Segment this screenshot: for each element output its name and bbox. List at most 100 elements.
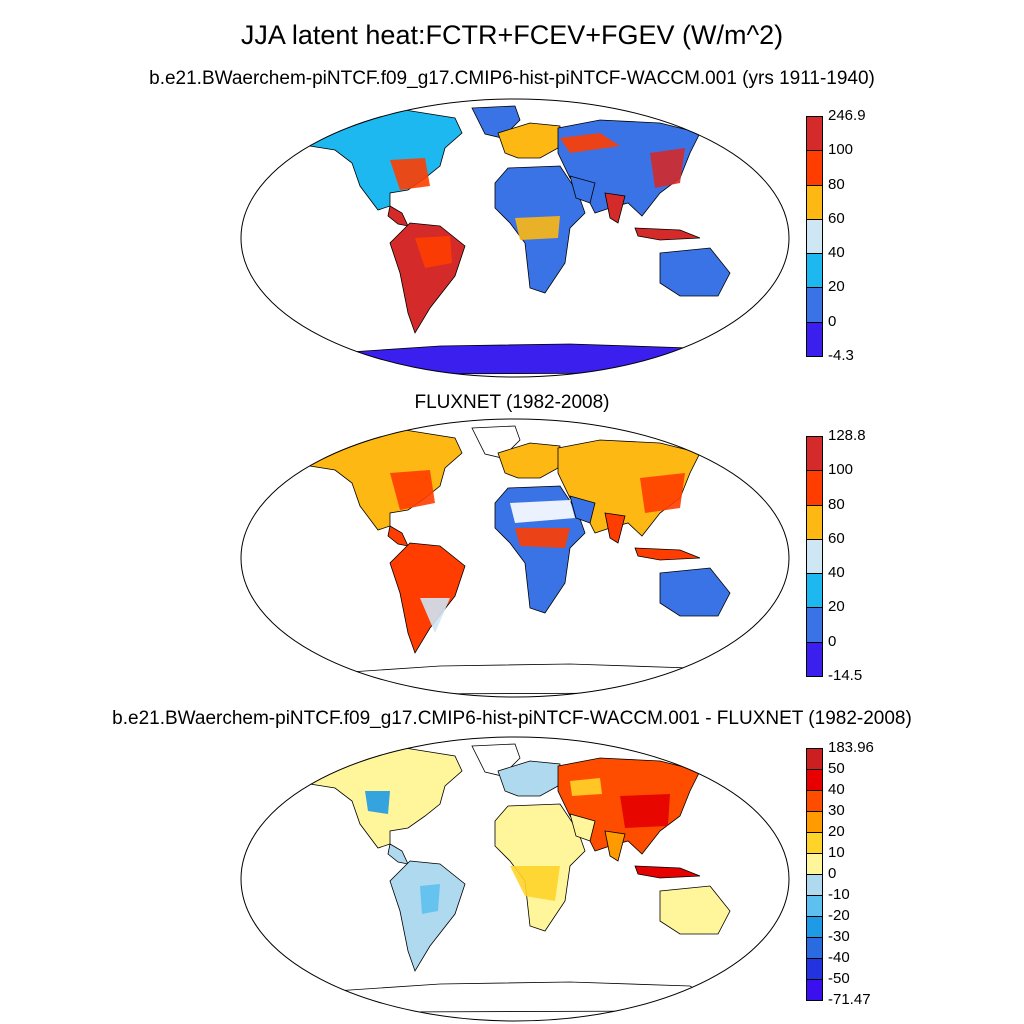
colorbar-label: 40 [828, 564, 845, 582]
colorbar-label: -20 [828, 907, 850, 924]
colorbar-swatch [806, 790, 823, 812]
field-region-4 [560, 133, 620, 153]
arabia-landmass [569, 813, 596, 842]
colorbar-swatch [806, 895, 823, 917]
colorbar-swatch [806, 116, 823, 152]
map-boundary [240, 98, 790, 378]
colorbar-swatch [806, 958, 823, 980]
colorbar-swatch [806, 641, 823, 677]
colorbar-label: -4.3 [828, 347, 854, 364]
panel-3-title: b.e21.BWaerchem-piNTCF.f09_g17.CMIP6-his… [112, 708, 912, 729]
colorbar-label: -71.47 [828, 991, 871, 1008]
field-region-0 [390, 470, 435, 510]
field-region-3 [640, 473, 685, 513]
map-svg [240, 98, 790, 378]
colorbar-label: 60 [828, 529, 845, 547]
colorbar-label: 0 [828, 865, 837, 882]
colorbar-label: 80 [828, 495, 845, 513]
colorbar-swatch [806, 150, 823, 186]
colorbar-label: 20 [828, 598, 845, 616]
colorbar-swatch [806, 184, 823, 220]
colorbar-label: 100 [828, 141, 854, 159]
field-region-3 [650, 148, 685, 188]
australia-landmass [659, 247, 731, 297]
colorbar-label: -30 [828, 928, 850, 945]
europe-landmass [497, 442, 561, 479]
colorbar-label: 128.8 [828, 427, 866, 444]
indonesia-landmass [634, 547, 701, 561]
colorbar-swatch [806, 937, 823, 959]
south-america-landmass [389, 860, 466, 972]
colorbar-label: -40 [828, 949, 850, 966]
colorbar-swatch [806, 573, 823, 609]
colorbar-label: 60 [828, 209, 845, 227]
panel-2-title: FLUXNET (1982-2008) [414, 392, 610, 413]
europe-landmass [497, 760, 561, 797]
colorbar-swatch [806, 874, 823, 896]
colorbar-label: -50 [828, 970, 850, 987]
field-region-0 [510, 866, 560, 901]
main-title: JJA latent heat:FCTR+FCEV+FGEV (W/m^2) [240, 20, 784, 50]
colorbar-label: 40 [828, 244, 845, 262]
colorbar-swatch [806, 287, 823, 323]
colorbar-swatch [806, 832, 823, 854]
colorbar-label: 0 [828, 312, 837, 330]
colorbar-swatch [806, 607, 823, 643]
colorbar-swatch [806, 748, 823, 770]
antarctica-landmass [329, 343, 712, 375]
india-landmass [604, 830, 626, 862]
colorbar-swatch [806, 979, 823, 1001]
field-region-3 [420, 884, 440, 914]
colorbar-label: -14.5 [828, 667, 863, 684]
colorbar-label: 30 [828, 802, 845, 819]
field-region-0 [415, 236, 452, 268]
north-america-landmass [301, 429, 463, 531]
map-svg [240, 736, 790, 1022]
panel-2-map [240, 418, 790, 698]
field-region-2 [515, 528, 570, 548]
field-region-1 [510, 500, 575, 523]
colorbar-swatch [806, 218, 823, 255]
indonesia-landmass [634, 227, 701, 241]
colorbar-swatch [806, 538, 823, 575]
field-region-1 [365, 791, 390, 814]
antarctica-landmass [329, 981, 712, 1013]
india-landmass [604, 192, 626, 224]
colorbar-swatch [806, 321, 823, 357]
field-region-1 [390, 158, 430, 190]
central-america-landmass [387, 843, 409, 865]
north-america-landmass [301, 109, 463, 211]
india-landmass [604, 512, 626, 544]
panel-1-map [240, 98, 790, 378]
indonesia-landmass [634, 865, 701, 879]
europe-landmass [497, 122, 561, 159]
panel-3-map [240, 736, 790, 1022]
colorbar-label: 20 [828, 823, 845, 840]
colorbar-swatch [806, 253, 823, 289]
colorbar-label: 80 [828, 175, 845, 193]
colorbar-swatch [806, 916, 823, 938]
colorbar-swatch [806, 504, 823, 540]
panel-1-title: b.e21.BWaerchem-piNTCF.f09_g17.CMIP6-his… [149, 68, 875, 89]
colorbar-label: 246.9 [828, 107, 866, 124]
colorbar-label: 100 [828, 461, 854, 479]
colorbar-label: 20 [828, 278, 845, 296]
central-america-landmass [387, 205, 409, 227]
map-svg [240, 418, 790, 698]
colorbar-label: 10 [828, 844, 845, 861]
colorbar-swatch [806, 853, 823, 875]
field-region-2 [620, 794, 670, 828]
colorbar-label: 50 [828, 760, 845, 777]
central-america-landmass [387, 525, 409, 547]
australia-landmass [659, 567, 731, 617]
colorbar-swatch [806, 769, 823, 791]
colorbar-label: 183.96 [828, 739, 874, 756]
australia-landmass [659, 885, 731, 935]
colorbar-label: -10 [828, 886, 850, 903]
field-region-4 [420, 598, 450, 633]
arabia-landmass [569, 495, 596, 524]
field-region-4 [570, 778, 602, 796]
map-boundary [240, 418, 790, 698]
colorbar-swatch [806, 436, 823, 472]
field-region-2 [515, 216, 560, 240]
